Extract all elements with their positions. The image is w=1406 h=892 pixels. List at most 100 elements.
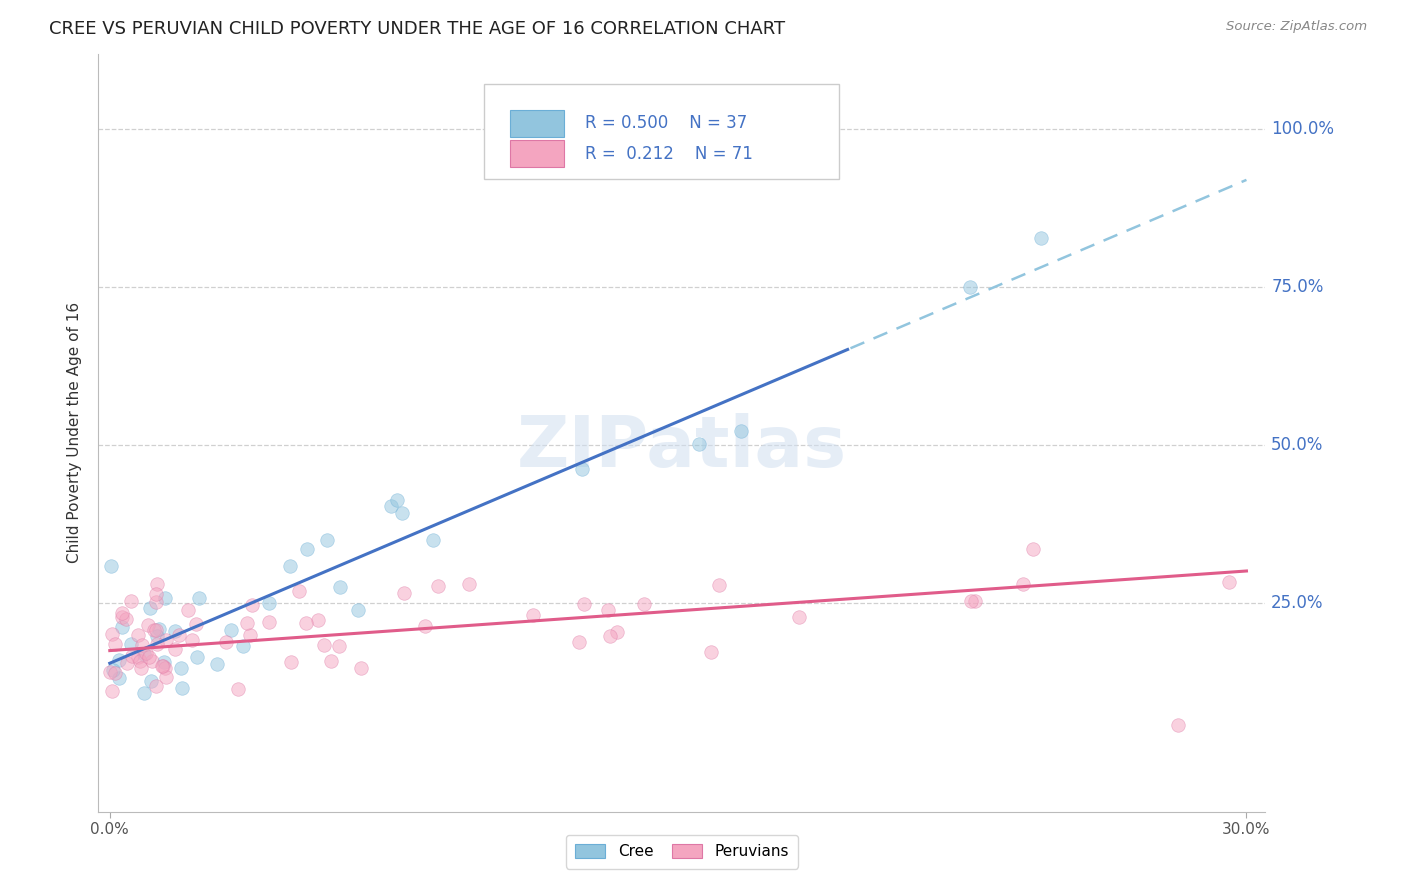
Point: [120, 593, 142, 607]
Point: [181, 632, 204, 647]
Point: [115, 611, 138, 625]
Point: [572, 597, 595, 611]
Point: [328, 639, 350, 653]
Y-axis label: Child Poverty Under the Age of 16: Child Poverty Under the Age of 16: [67, 302, 83, 563]
Text: Source: ZipAtlas.com: Source: ZipAtlas.com: [1226, 20, 1367, 33]
Point: [111, 620, 134, 634]
Point: [128, 654, 150, 668]
Point: [688, 437, 710, 451]
Point: [107, 671, 129, 685]
Point: [1012, 577, 1035, 591]
Point: [107, 653, 129, 667]
Point: [132, 648, 155, 662]
Point: [141, 674, 163, 689]
Point: [1022, 542, 1045, 557]
Point: [385, 493, 408, 508]
Point: [422, 533, 444, 547]
Point: [155, 670, 177, 684]
Point: [295, 616, 318, 631]
Point: [700, 645, 723, 659]
Point: [1218, 574, 1240, 589]
Point: [226, 682, 249, 697]
Point: [633, 597, 655, 611]
Point: [146, 637, 169, 651]
Point: [959, 280, 981, 294]
Point: [207, 657, 229, 672]
Point: [145, 595, 167, 609]
Point: [170, 661, 193, 675]
Point: [1031, 231, 1053, 245]
Point: [139, 601, 162, 615]
Point: [170, 681, 193, 695]
Point: [391, 506, 413, 520]
Point: [522, 607, 544, 622]
Point: [329, 580, 352, 594]
Point: [146, 628, 169, 642]
Point: [232, 639, 254, 653]
Point: [571, 461, 593, 475]
Point: [150, 658, 173, 673]
Point: [236, 615, 259, 630]
Point: [307, 613, 329, 627]
Point: [98, 665, 121, 680]
Text: R =  0.212    N = 71: R = 0.212 N = 71: [585, 145, 754, 162]
Point: [145, 577, 167, 591]
Point: [153, 591, 176, 606]
Point: [295, 541, 318, 556]
Point: [111, 606, 134, 620]
Point: [598, 603, 620, 617]
Point: [127, 628, 149, 642]
Point: [163, 641, 186, 656]
Point: [111, 610, 134, 624]
Point: [1167, 717, 1189, 731]
Point: [153, 656, 176, 670]
Point: [145, 680, 167, 694]
Point: [188, 591, 211, 606]
Point: [186, 649, 208, 664]
Point: [104, 666, 127, 681]
Point: [707, 578, 730, 592]
Point: [131, 638, 153, 652]
Point: [142, 624, 165, 638]
Point: [127, 650, 149, 665]
FancyBboxPatch shape: [510, 140, 564, 168]
Text: CREE VS PERUVIAN CHILD POVERTY UNDER THE AGE OF 16 CORRELATION CHART: CREE VS PERUVIAN CHILD POVERTY UNDER THE…: [49, 20, 786, 37]
Point: [312, 638, 335, 652]
Point: [963, 594, 986, 608]
Point: [568, 635, 591, 649]
Point: [129, 661, 152, 675]
Point: [153, 661, 176, 675]
Point: [394, 585, 416, 599]
Point: [104, 637, 127, 651]
Legend: Cree, Peruvians: Cree, Peruvians: [565, 835, 799, 869]
Point: [101, 663, 124, 677]
Point: [319, 654, 342, 668]
Point: [177, 603, 200, 617]
FancyBboxPatch shape: [484, 84, 839, 178]
Point: [427, 579, 450, 593]
Text: ZIPatlas: ZIPatlas: [517, 413, 846, 483]
Point: [380, 499, 402, 513]
Point: [165, 624, 187, 638]
Point: [169, 627, 191, 641]
Text: 75.0%: 75.0%: [1271, 278, 1323, 296]
Point: [155, 633, 177, 648]
Point: [257, 615, 280, 629]
Text: 100.0%: 100.0%: [1271, 120, 1334, 138]
Point: [350, 661, 373, 675]
Text: 25.0%: 25.0%: [1271, 594, 1323, 612]
Point: [347, 603, 370, 617]
Text: R = 0.500    N = 37: R = 0.500 N = 37: [585, 114, 748, 132]
Point: [606, 625, 628, 640]
Point: [136, 618, 159, 632]
Point: [121, 649, 143, 664]
Point: [145, 624, 167, 638]
Point: [152, 659, 174, 673]
Point: [288, 583, 311, 598]
Point: [239, 628, 262, 642]
Point: [219, 624, 242, 638]
Point: [184, 616, 207, 631]
Point: [100, 684, 122, 698]
Point: [132, 686, 155, 700]
Point: [730, 424, 752, 438]
